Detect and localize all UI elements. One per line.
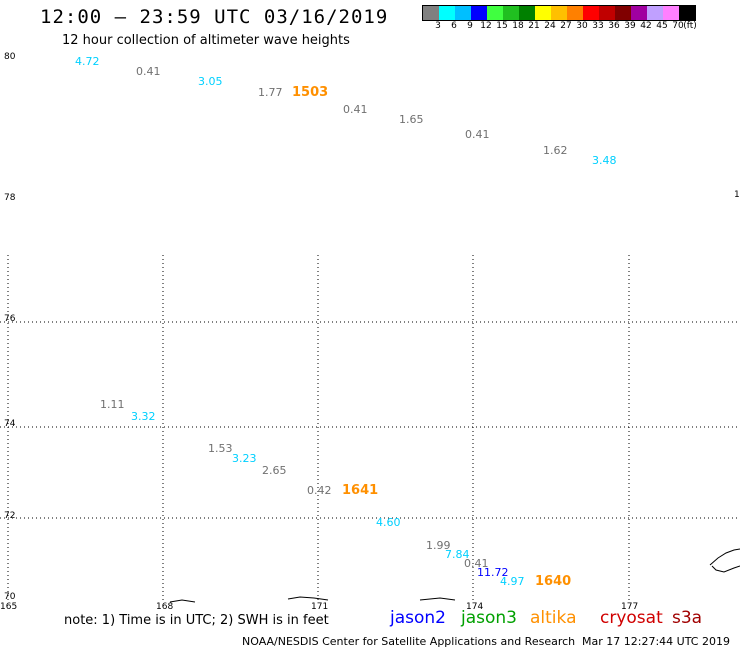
satellite-legend-jason3: jason3: [461, 608, 517, 628]
obs-label-pass-time: 1503: [292, 85, 329, 100]
obs-label: 0.41: [136, 65, 161, 78]
lat-label-78: 78: [4, 193, 16, 203]
colorbar-tick-label: 6: [451, 21, 457, 31]
obs-label: 0.41: [464, 557, 489, 570]
credit-text: NOAA/NESDIS Center for Satellite Applica…: [242, 635, 576, 648]
colorbar-swatch: [583, 6, 599, 20]
obs-label: 2.65: [262, 464, 287, 477]
colorbar-swatch: [663, 6, 679, 20]
obs-label: 0.41: [343, 103, 368, 116]
coastline-south: [287, 596, 329, 601]
obs-label: 1.99: [426, 539, 451, 552]
lon-label-174: 174: [466, 602, 484, 612]
edge-label: 1: [734, 190, 740, 200]
colorbar-swatch: [439, 6, 455, 20]
obs-label: 3.32: [131, 410, 156, 423]
satellite-legend-jason2: jason2: [390, 608, 446, 628]
satellite-legend-altika: altika: [530, 608, 577, 628]
lat-label-72: 72: [4, 511, 16, 521]
colorbar-swatch: [599, 6, 615, 20]
colorbar-swatch: [503, 6, 519, 20]
colorbar-tick-label: 42: [640, 21, 652, 31]
generated-timestamp: Mar 17 12:27:44 UTC 2019: [582, 635, 730, 648]
units-note: note: 1) Time is in UTC; 2) SWH is in fe…: [64, 613, 329, 628]
colorbar-tick-label: 15: [496, 21, 508, 31]
colorbar-tick-label: (ft): [683, 21, 697, 31]
colorbar-tick-label: 3: [435, 21, 441, 31]
colorbar-legend: [422, 5, 696, 21]
lat-label-76: 76: [4, 314, 16, 324]
colorbar-tick-label: 9: [467, 21, 473, 31]
map-subtitle: 12 hour collection of altimeter wave hei…: [62, 33, 350, 48]
colorbar-swatch: [471, 6, 487, 20]
obs-label: 0.41: [465, 128, 490, 141]
colorbar-swatch: [551, 6, 567, 20]
lat-label-80: 80: [4, 52, 16, 62]
colorbar-tick-label: 36: [608, 21, 620, 31]
colorbar-swatch: [423, 6, 439, 20]
colorbar-swatch: [535, 6, 551, 20]
obs-label: 1.65: [399, 113, 424, 126]
obs-label: 3.48: [592, 154, 617, 167]
colorbar-tick-label: 21: [528, 21, 540, 31]
colorbar-swatch: [455, 6, 471, 20]
obs-label-pass-time: 1640: [535, 574, 572, 589]
satellite-legend-s3a: s3a: [672, 608, 703, 628]
lon-label-177: 177: [621, 602, 639, 612]
obs-label: 4.97: [500, 575, 525, 588]
obs-label: 1.11: [100, 398, 125, 411]
colorbar-tick-label: 27: [560, 21, 572, 31]
obs-label: 4.72: [75, 55, 100, 68]
obs-label-pass-time: 1641: [342, 483, 379, 498]
obs-label: 1.77: [258, 86, 283, 99]
lon-label-168: 168: [156, 602, 174, 612]
colorbar-tick-label: 45: [656, 21, 668, 31]
colorbar-swatch: [647, 6, 663, 20]
satellite-legend-cryosat: cryosat: [600, 608, 663, 628]
colorbar-tick-label: 12: [480, 21, 492, 31]
colorbar-tick-label: 18: [512, 21, 524, 31]
obs-label: 3.05: [198, 75, 223, 88]
colorbar-tick-label: 33: [592, 21, 604, 31]
obs-label: 0.42: [307, 484, 332, 497]
lon-label-171: 171: [311, 602, 329, 612]
lon-label-165: 165: [0, 602, 18, 612]
map-title: 12:00 – 23:59 UTC 03/16/2019: [40, 6, 389, 28]
coastline-south-2: [419, 597, 456, 601]
colorbar-tick-label: 30: [576, 21, 588, 31]
colorbar-swatch: [631, 6, 647, 20]
coastline-east: [709, 548, 740, 566]
lat-label-74: 74: [4, 419, 16, 429]
colorbar-swatch: [679, 6, 695, 20]
coastline-east-2: [711, 565, 740, 573]
obs-label: 1.62: [543, 144, 568, 157]
lat-label-70: 70: [4, 592, 16, 602]
obs-label: 3.23: [232, 452, 257, 465]
colorbar-swatch: [615, 6, 631, 20]
colorbar-swatch: [519, 6, 535, 20]
obs-label: 1.53: [208, 442, 233, 455]
colorbar-swatch: [487, 6, 503, 20]
obs-label: 11.72: [477, 566, 509, 579]
coastline: [169, 548, 740, 603]
obs-label: 4.60: [376, 516, 401, 529]
colorbar-tick-label: 70: [672, 21, 684, 31]
coastline-southwest: [169, 599, 196, 603]
colorbar-swatch: [567, 6, 583, 20]
obs-label: 7.84: [445, 548, 470, 561]
grid-lines: [0, 255, 740, 600]
colorbar-tick-label: 24: [544, 21, 556, 31]
colorbar-tick-label: 39: [624, 21, 636, 31]
